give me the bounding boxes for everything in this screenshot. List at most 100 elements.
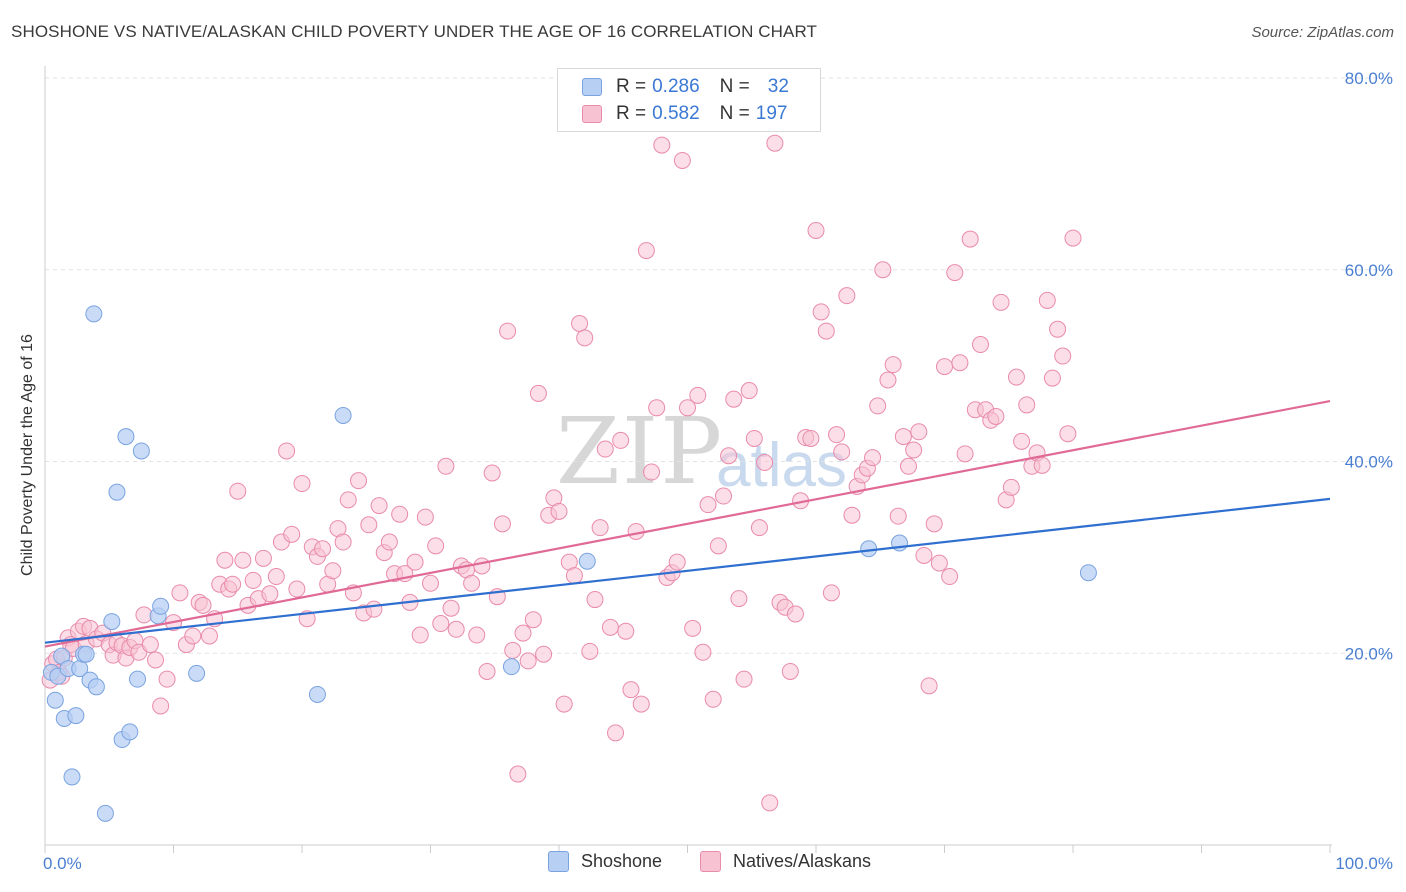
native-point xyxy=(293,475,311,493)
shoshone-point xyxy=(334,406,352,424)
native-point xyxy=(1007,368,1025,386)
shoshone-point xyxy=(108,483,126,501)
native-point xyxy=(807,221,825,239)
native-point xyxy=(720,447,738,465)
native-point xyxy=(889,507,907,525)
native-point xyxy=(607,724,625,742)
native-point xyxy=(581,642,599,660)
native-points xyxy=(41,134,1082,812)
native-point xyxy=(622,681,640,699)
bottom-swatch-natives xyxy=(700,851,721,872)
shoshone-point xyxy=(85,305,103,323)
native-point xyxy=(499,322,517,340)
native-point xyxy=(653,136,671,154)
native-point xyxy=(689,386,707,404)
native-point xyxy=(1002,478,1020,496)
native-point xyxy=(730,590,748,608)
native-point xyxy=(704,690,722,708)
native-point xyxy=(184,627,202,645)
watermark-atlas: atlas xyxy=(716,431,847,500)
native-point xyxy=(555,695,573,713)
shoshone-point xyxy=(152,597,170,615)
native-point xyxy=(152,697,170,715)
shoshone-point xyxy=(103,613,121,631)
native-point xyxy=(432,615,450,633)
legend-n-value: 32 xyxy=(767,76,789,97)
axes xyxy=(44,66,1332,853)
y-tick-label: 80.0% xyxy=(1345,69,1393,88)
native-point xyxy=(576,329,594,347)
native-point xyxy=(884,356,902,374)
native-point xyxy=(288,580,306,598)
native-point xyxy=(941,568,959,586)
native-point xyxy=(894,428,912,446)
native-point xyxy=(766,134,784,152)
native-point xyxy=(267,568,285,586)
bottom-legend-natives: Natives/Alaskans xyxy=(700,851,871,872)
native-point xyxy=(493,515,511,533)
native-point xyxy=(812,303,830,321)
native-point xyxy=(171,584,189,602)
native-point xyxy=(135,606,153,624)
shoshone-point xyxy=(502,658,520,676)
native-point xyxy=(571,314,589,332)
native-point xyxy=(632,695,650,713)
shoshone-trend-line xyxy=(44,497,1331,644)
native-point xyxy=(1064,229,1082,247)
native-point xyxy=(411,626,429,644)
trend-lines xyxy=(44,400,1331,648)
native-point xyxy=(679,399,696,417)
shoshone-point xyxy=(67,707,85,725)
native-point xyxy=(900,457,918,475)
native-point xyxy=(601,618,619,636)
native-point xyxy=(591,519,609,537)
native-point xyxy=(786,605,804,623)
native-point xyxy=(380,533,398,551)
native-point xyxy=(194,596,212,614)
native-point xyxy=(617,622,635,640)
shoshone-point xyxy=(46,691,64,709)
native-point xyxy=(229,482,247,500)
bottom-swatch-shoshone xyxy=(548,851,569,872)
native-point xyxy=(391,505,409,523)
shoshone-point xyxy=(129,670,147,688)
y-tick-label: 20.0% xyxy=(1345,644,1393,663)
native-point xyxy=(524,611,542,629)
native-point xyxy=(224,575,242,593)
legend-row-natives: R = 0.582 N = 197 xyxy=(582,102,787,126)
native-point xyxy=(915,546,933,564)
native-point xyxy=(1033,456,1051,474)
shoshone-point xyxy=(63,768,81,786)
native-point xyxy=(1038,291,1056,309)
native-point xyxy=(360,516,378,534)
shoshone-point xyxy=(132,442,150,460)
native-point xyxy=(437,457,455,475)
bottom-legend-label: Natives/Alaskans xyxy=(733,851,872,871)
native-point xyxy=(920,677,938,695)
native-point xyxy=(699,496,717,514)
native-point xyxy=(612,431,630,449)
shoshone-point xyxy=(77,645,95,663)
native-point xyxy=(244,571,262,589)
native-point xyxy=(216,551,234,569)
shoshone-points xyxy=(42,305,1097,822)
y-tick-label: 40.0% xyxy=(1345,453,1393,472)
source-label: Source: ZipAtlas.com xyxy=(1251,24,1394,41)
native-point xyxy=(879,371,897,389)
native-point xyxy=(750,519,768,537)
native-point xyxy=(406,553,424,571)
native-point xyxy=(817,322,835,340)
native-point xyxy=(463,574,481,592)
native-point xyxy=(586,591,604,609)
chart-title: SHOSHONE VS NATIVE/ALASKAN CHILD POVERTY… xyxy=(11,22,818,41)
native-point xyxy=(422,574,439,592)
native-point xyxy=(643,463,661,481)
native-point xyxy=(416,508,434,526)
native-point xyxy=(822,584,840,602)
native-point xyxy=(278,442,296,460)
native-point xyxy=(925,515,943,533)
native-point xyxy=(478,662,496,680)
native-point xyxy=(992,293,1010,311)
native-point xyxy=(864,449,882,467)
native-point xyxy=(529,384,547,402)
